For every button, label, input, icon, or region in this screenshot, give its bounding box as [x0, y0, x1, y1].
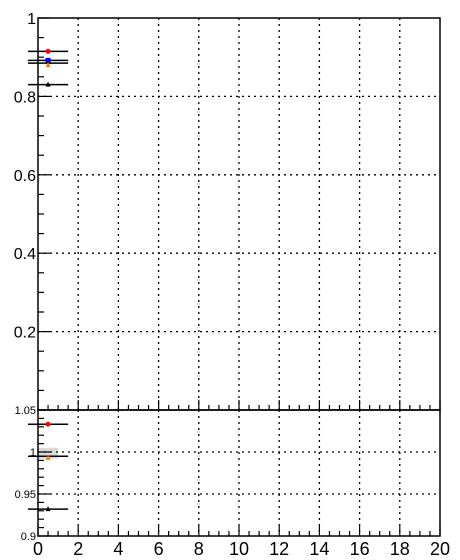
x-tick-label: 14 [309, 539, 329, 559]
x-tick-label: 12 [269, 539, 289, 559]
x-tick-label: 8 [194, 539, 204, 559]
x-tick-label: 20 [430, 539, 450, 559]
y-tick-label: 1 [30, 447, 36, 459]
data-point-triangle [45, 62, 51, 68]
y-tick-label: 1 [27, 11, 36, 28]
y-tick-label: 0.6 [14, 168, 36, 185]
data-point-triangle [45, 81, 51, 87]
x-tick-label: 6 [154, 539, 164, 559]
y-tick-label: 0.2 [14, 325, 36, 342]
y-tick-label: 1.05 [15, 405, 36, 417]
y-tick-label: 0.95 [15, 489, 36, 501]
x-tick-label: 2 [73, 539, 83, 559]
data-point-triangle [45, 506, 51, 512]
data-point-circle [45, 48, 51, 54]
x-tick-label: 16 [350, 539, 370, 559]
y-tick-label: 0.8 [14, 89, 36, 106]
x-tick-label: 0 [33, 539, 43, 559]
x-tick-label: 4 [113, 539, 123, 559]
data-point-square [45, 57, 51, 63]
ratio-panel: 0.9 0.95 1 1.05 0 2 4 6 8 10 12 14 16 18 20 [15, 405, 450, 559]
top-panel: 0.2 0.4 0.6 0.8 1 [14, 11, 441, 411]
uncertainty-band [38, 447, 59, 459]
y-tick-label: 0.9 [21, 531, 36, 543]
x-tick-label: 10 [229, 539, 249, 559]
plot-frame [37, 17, 441, 411]
data-point-triangle [45, 454, 51, 460]
data-point-circle [45, 421, 51, 427]
y-tick-label: 0.4 [14, 246, 36, 263]
x-tick-label: 18 [390, 539, 410, 559]
